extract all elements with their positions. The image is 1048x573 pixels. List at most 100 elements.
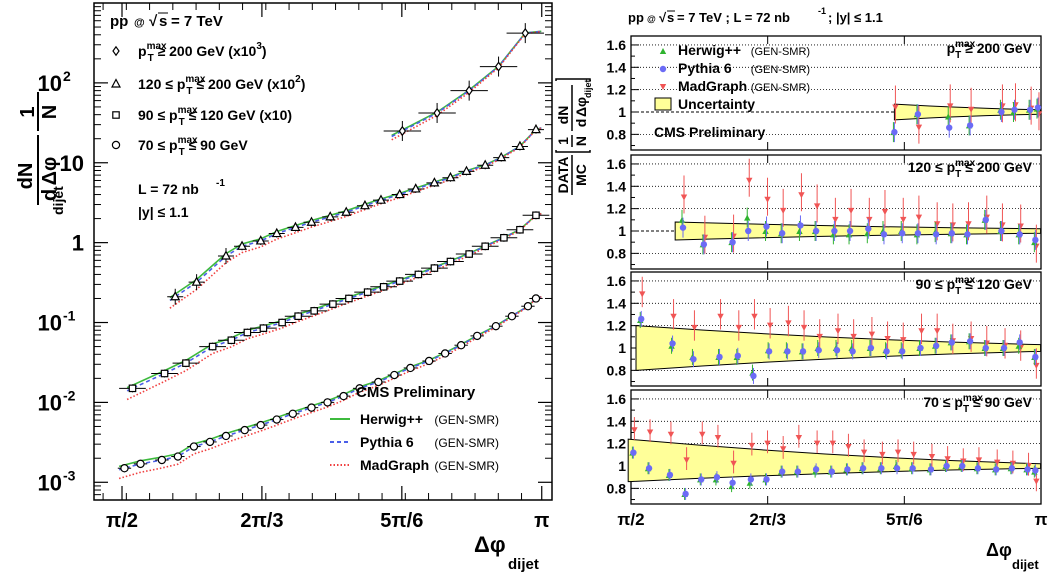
madgraph-point (900, 216, 907, 223)
data-point-circle (456, 341, 466, 350)
madgraph-point (829, 440, 836, 447)
right-cms-preliminary: CMS Preliminary (654, 124, 765, 140)
data-point-triangle (410, 183, 421, 193)
pythia-point (833, 347, 841, 354)
data-point-square (430, 264, 439, 272)
herwig-point (744, 214, 751, 221)
x-tick-label: 2π/3 (240, 510, 283, 532)
ry-tick-label: 1.4 (607, 59, 627, 75)
panel-label-pre: 90 ≤ p (916, 276, 956, 292)
ry-tick-label: 1.2 (607, 318, 627, 334)
rheader-rapidity: ; |y| ≤ 1.1 (828, 10, 883, 25)
right-legend-tag: (GEN-SMR) (751, 46, 810, 58)
madgraph-point (699, 431, 706, 438)
header-at: @ (134, 17, 145, 29)
panel-label-sub: T (955, 286, 961, 297)
rheader-at: @ (647, 14, 656, 24)
data-point-square (182, 359, 190, 367)
pythia-point (679, 224, 687, 231)
ry-tick-label: 0.8 (607, 480, 627, 496)
data-point-diamond (433, 107, 441, 119)
legend-model-name: MadGraph (360, 457, 429, 473)
madgraph-point (900, 337, 907, 344)
pythia-point (763, 223, 770, 230)
pythia-point (812, 466, 820, 473)
madgraph-point (832, 216, 839, 223)
right-header: pp @ √ s = 7 TeV ; L = 72 nb -1 ; |y| ≤ … (628, 6, 883, 25)
pythia-point (799, 348, 807, 355)
data-point-circle (491, 321, 501, 331)
pythia-point (1032, 236, 1039, 244)
pythia-point (729, 479, 736, 486)
madgraph-point (975, 457, 983, 464)
panel-label-sup: max (955, 39, 975, 50)
madgraph-point (850, 333, 857, 340)
y-label-d: d (39, 189, 61, 201)
data-point-square (128, 384, 137, 393)
data-point-square (294, 312, 302, 320)
legend-part-end: ) (262, 43, 267, 59)
ry-data: DATA (555, 157, 571, 194)
legend-marker-diamond (112, 45, 120, 57)
pythia-point (909, 465, 916, 472)
legend-part-end: ) (301, 76, 306, 92)
right-legend-name: Pythia 6 (678, 60, 732, 76)
legend-series-label: 90 ≤ pmax T ≤ 120 GeV (x10) (138, 105, 292, 128)
ry-tick-label: 1.6 (607, 156, 627, 172)
pythia-point (729, 238, 736, 246)
madgraph-point (933, 328, 941, 335)
legend-model-tag: (GEN-SMR) (434, 459, 499, 473)
data-point-square (278, 318, 286, 327)
curve-madgraph-series-3 (118, 296, 542, 480)
ry-tick-label: 1.4 (607, 178, 627, 194)
data-point-square (208, 342, 217, 351)
data-point-triangle (394, 188, 405, 199)
legend-series-label: pmax T ≥ 200 GeV (x103) (138, 41, 267, 64)
y-tick-exponent: -2 (63, 387, 76, 403)
madgraph-point (816, 333, 823, 340)
madgraph-point (748, 442, 756, 449)
right-legend-name: Uncertainty (678, 96, 755, 112)
pythia-point (1016, 231, 1023, 238)
pythia-point (716, 353, 723, 361)
rx-label-symbol: Δφ (986, 540, 1012, 560)
legend-part-sub: T (148, 53, 154, 64)
pythia-point (982, 344, 989, 352)
data-point-circle (507, 311, 517, 321)
madgraph-point (730, 460, 737, 467)
panel-pt-label: pmax T ≥ 200 GeV (947, 39, 1033, 61)
uncertainty-band (627, 438, 1042, 483)
pythia-point (1034, 104, 1042, 111)
pythia-point (734, 352, 742, 360)
right-chart: 0.811.21.41.6 pmax T ≥ 200 GeV0.811.21.41.… (555, 6, 1048, 572)
herwig-point (845, 231, 853, 238)
legend-part-sub: T (186, 86, 192, 97)
panel-pt-label: 90 ≤ pmax T ≤ 120 GeV (916, 275, 1033, 297)
rheader-s: s (667, 10, 674, 25)
pythia-point (948, 230, 956, 237)
header-energy: = 7 TeV (171, 13, 223, 30)
data-point-square (532, 211, 540, 220)
curve-pythia6-series-1 (169, 127, 542, 302)
panel-label-sup: max (955, 275, 975, 286)
left-lumi-block: L = 72 nb -1 |y| ≤ 1.1 (138, 178, 225, 220)
data-point-diamond (494, 61, 503, 72)
x-label-symbol: Δφ (474, 532, 506, 557)
data-point-circle (173, 452, 183, 461)
ry-tick-label: 0.8 (607, 362, 627, 378)
left-data-points (117, 23, 550, 473)
pythia-point (1000, 344, 1008, 352)
pythia-point (948, 339, 956, 346)
madgraph-point (717, 313, 724, 320)
data-point-circle (523, 302, 533, 311)
madgraph-point (746, 177, 753, 184)
madgraph-point (894, 449, 902, 456)
curve-madgraph-series-1 (169, 127, 542, 309)
y-label-n: N (39, 105, 61, 119)
pythia-point (899, 230, 906, 237)
legend-madgraph-marker (659, 84, 667, 90)
data-point-triangle (496, 151, 507, 162)
legend-part-pow: 2 (295, 74, 301, 85)
pythia-point (998, 108, 1005, 116)
madgraph-point (764, 196, 771, 203)
